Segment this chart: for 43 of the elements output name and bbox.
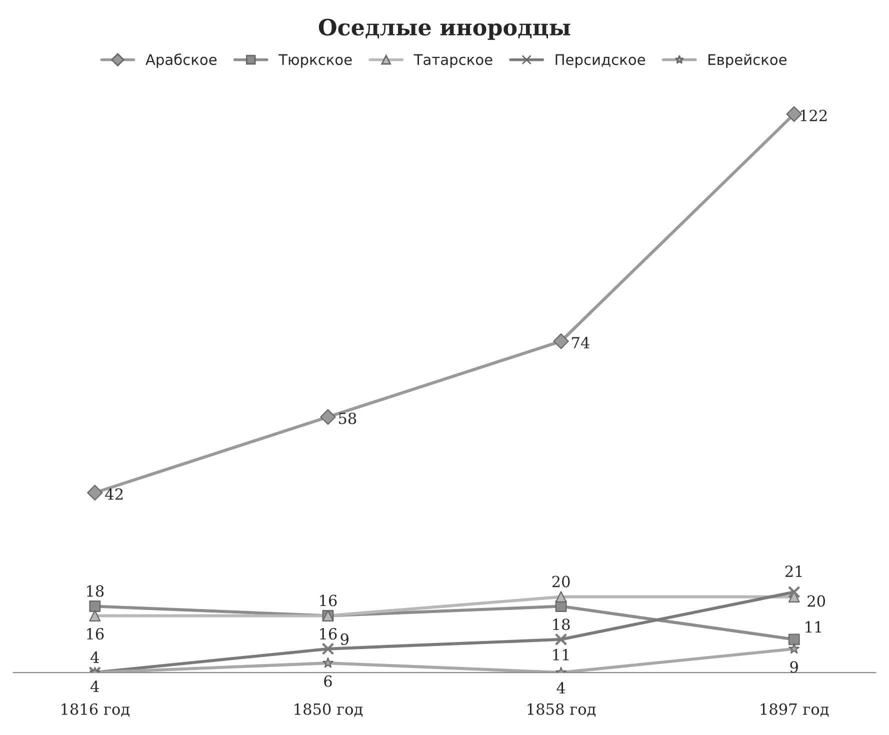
- data-label: 4: [90, 652, 99, 663]
- data-label: 4: [556, 682, 566, 694]
- legend-label: Еврейское: [708, 54, 787, 68]
- legend-label: Татарское: [414, 54, 492, 68]
- chart-title: Оседлые инородцы: [318, 18, 570, 40]
- data-label: 20: [552, 576, 570, 588]
- point: [788, 586, 800, 598]
- data-label: 16: [320, 628, 337, 640]
- point: [554, 633, 568, 646]
- data-label: 9: [340, 633, 348, 645]
- data-label: 42: [105, 488, 123, 500]
- point: [89, 610, 101, 622]
- point: [87, 484, 103, 501]
- x-tick-label: 1816 год: [62, 703, 130, 717]
- data-label: 4: [90, 680, 99, 692]
- point: [322, 657, 334, 668]
- data-label: 18: [87, 585, 104, 597]
- point: [89, 600, 101, 612]
- data-label: 18: [553, 618, 570, 630]
- data-label: 11: [553, 648, 569, 660]
- data-label: 74: [572, 336, 590, 348]
- point: [322, 642, 334, 656]
- data-label: 16: [320, 594, 337, 606]
- data-label: 21: [785, 566, 802, 577]
- point: [788, 634, 800, 646]
- legend-label: Арабское: [146, 54, 217, 68]
- data-label: 9: [790, 661, 798, 673]
- point: [553, 333, 569, 350]
- data-label: 11: [806, 621, 822, 632]
- point: [786, 106, 802, 122]
- legend-label: Персидское: [556, 54, 646, 68]
- point: [555, 591, 567, 603]
- data-label: 16: [87, 628, 104, 640]
- legend-label: Тюркское: [278, 54, 352, 68]
- x-tick-label: 1897 год: [760, 703, 829, 717]
- x-tick-label: 1850 год: [294, 703, 363, 717]
- point: [788, 643, 800, 654]
- data-label: 58: [338, 412, 356, 424]
- point: [320, 409, 336, 425]
- x-tick-label: 1858 год: [528, 703, 596, 717]
- data-label: 6: [324, 675, 332, 687]
- data-label: 122: [800, 110, 827, 122]
- data-label: 20: [808, 595, 826, 607]
